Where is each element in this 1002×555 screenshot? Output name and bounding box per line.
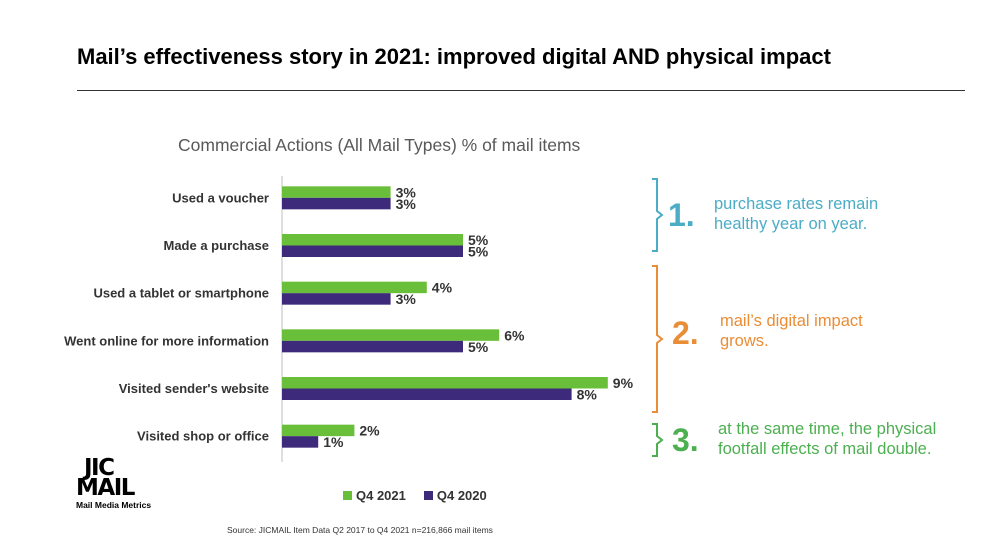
bar-q4-2020 xyxy=(282,245,463,257)
category-label: Visited sender's website xyxy=(119,381,269,396)
data-label: 8% xyxy=(577,387,598,403)
data-label: 5% xyxy=(468,339,489,355)
category-label: Visited shop or office xyxy=(137,429,269,444)
logo-line-1: JIC xyxy=(84,455,115,481)
bar-q4-2020 xyxy=(282,388,572,400)
page-title: Mail’s effectiveness story in 2021: impr… xyxy=(77,44,831,69)
bracket-icon xyxy=(652,423,664,457)
callout-1-text: purchase rates remain healthy year on ye… xyxy=(714,195,879,233)
bar-q4-2020 xyxy=(282,436,319,448)
data-label: 5% xyxy=(468,244,489,260)
callout-3-number: 3. xyxy=(672,422,699,458)
data-label: 3% xyxy=(396,184,417,200)
bar-q4-2020 xyxy=(282,340,463,353)
legend-swatch xyxy=(343,491,352,500)
bracket-icon xyxy=(652,265,664,413)
data-label: 2% xyxy=(359,423,380,439)
callout-2-number: 2. xyxy=(672,315,699,351)
bar-q4-2021 xyxy=(282,329,500,341)
chart-title: Commercial Actions (All Mail Types) % of… xyxy=(178,135,581,155)
jicmail-logo: JIC MAIL Mail Media Metrics xyxy=(76,455,166,511)
bracket-icon xyxy=(652,178,664,252)
callout-1-number: 1. xyxy=(668,197,695,233)
legend-swatch xyxy=(423,491,433,500)
data-label: 1% xyxy=(323,434,344,450)
callout-2-text: mail’s digital impact grows. xyxy=(720,312,863,350)
bar-q4-2021 xyxy=(282,281,427,294)
data-label: 6% xyxy=(504,327,525,343)
bar-q4-2021 xyxy=(282,234,463,246)
bar-q4-2021 xyxy=(282,424,355,437)
bar-q4-2021 xyxy=(282,186,391,198)
source-note: Source: JICMAIL Item Data Q2 2017 to Q4 … xyxy=(227,525,493,535)
callout-3-text: at the same time, the physical footfall … xyxy=(718,420,937,458)
bar-q4-2021 xyxy=(282,377,608,389)
title-divider xyxy=(77,90,965,91)
data-label: 5% xyxy=(468,232,489,248)
category-label: Made a purchase xyxy=(164,238,270,253)
category-label: Went online for more information xyxy=(64,333,269,348)
data-label: 9% xyxy=(613,375,634,391)
legend-item-q4-2020: Q4 2020 xyxy=(423,488,487,503)
logo-line-2: MAIL xyxy=(76,475,135,501)
legend-item-q4-2021: Q4 2021 xyxy=(343,488,406,503)
data-label: 4% xyxy=(432,280,453,296)
bar-q4-2020 xyxy=(282,197,391,210)
logo-tagline: Mail Media Metrics xyxy=(76,500,152,510)
category-label: Used a tablet or smartphone xyxy=(93,286,269,301)
chart-legend: Q4 2021 Q4 2020 xyxy=(343,488,487,503)
bar-q4-2020 xyxy=(282,293,391,305)
category-label: Used a voucher xyxy=(172,190,269,205)
data-label: 3% xyxy=(396,196,417,212)
data-label: 3% xyxy=(396,291,417,307)
